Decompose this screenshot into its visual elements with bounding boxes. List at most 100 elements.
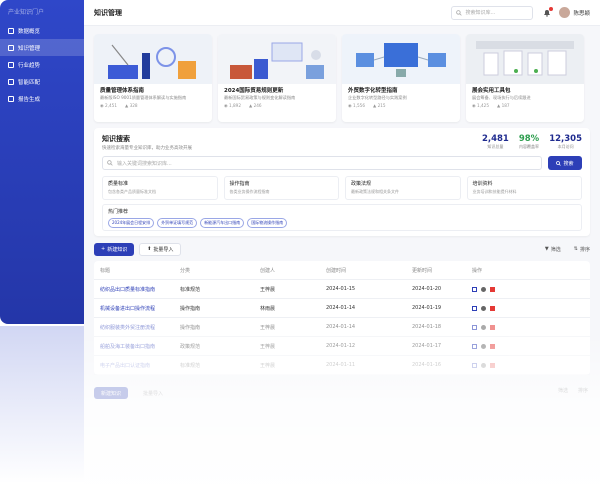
featured-card[interactable]: 展会实用工具包 展会筹备、现场执行与后续跟进 ◉ 1,425 ▲ 187 <box>466 34 584 122</box>
delete-icon[interactable] <box>490 305 495 311</box>
card-title: 外贸数字化转型指南 <box>348 88 398 94</box>
search-icon <box>107 160 113 166</box>
featured-card[interactable]: 2024国际贸易规则更新 最新国际贸易政策与规则变化解读指南 ◉ 1,892 ▲… <box>218 34 336 122</box>
table-row: 纺织服装类外贸注册流程 操作指南 王梓晨 2024-01-14 2024-01-… <box>94 318 590 337</box>
reflected-toolbar: 新建知识 批量导入 <box>94 387 170 399</box>
share-icon[interactable] <box>481 362 486 368</box>
category-quality[interactable]: 质量标准 包含各类产品质量标准文档 <box>102 176 218 200</box>
card-desc: 展会筹备、现场执行与后续跟进 <box>472 95 531 100</box>
search-placeholder: 输入关键词搜索知识库... <box>117 160 172 167</box>
edit-icon[interactable] <box>472 324 477 330</box>
sidebar-item-label: 智能匹配 <box>18 79 41 86</box>
sort-icon: ⇅ <box>573 246 578 252</box>
delete-icon[interactable] <box>490 286 495 292</box>
share-icon[interactable] <box>481 286 486 292</box>
card-stats: ◉ 1,556 ▲ 215 <box>342 102 460 109</box>
sidebar: 产业知识门户 数据概览 知识管理 行业趋势 智能匹配 报告生成 <box>0 0 84 324</box>
card-title: 质量管理体系指南 <box>100 88 145 94</box>
edit-icon[interactable] <box>472 305 477 311</box>
views-icon: ◉ 1,892 <box>224 103 241 108</box>
edit-icon[interactable] <box>472 343 477 349</box>
card-image-expo <box>466 34 584 84</box>
hot-tag[interactable]: 新能源汽车出口指南 <box>200 218 245 228</box>
edit-icon[interactable] <box>472 286 477 292</box>
reflected-new-button: 新建知识 <box>94 387 129 399</box>
match-icon <box>8 78 14 85</box>
metric-visits: 12,305 本月访问 <box>549 134 582 149</box>
card-stats: ◉ 2,451 ▲ 328 <box>94 102 212 109</box>
search-panel: 知识搜索 快速检索海量专业知识库，助力业务高效开展 2,481 知识总量 98%… <box>94 128 590 236</box>
table-row: 纺织品出口质量标准指南 标准规范 王梓晨 2024-01-15 2024-01-… <box>94 280 590 299</box>
row-title-link[interactable]: 电子产品出口认证指南 <box>100 362 151 369</box>
like-icon: ▲ 328 <box>125 103 138 108</box>
search-input[interactable]: 搜索知识库... <box>451 5 534 20</box>
table-row: 机械设备进出口操作流程 操作指南 林雨晨 2024-01-14 2024-01-… <box>94 299 590 318</box>
card-title: 2024国际贸易规则更新 <box>224 88 284 94</box>
edit-icon[interactable] <box>472 362 477 368</box>
hot-tag[interactable]: 2024年展会日程安排 <box>108 218 155 228</box>
delete-icon[interactable] <box>490 324 495 330</box>
category-training[interactable]: 培训资料 业务培训和技能提升材料 <box>466 176 582 200</box>
table-header: 标题 分类 创建人 创建时间 更新时间 操作 <box>94 261 590 280</box>
featured-card[interactable]: 外贸数字化转型指南 企业数字化转型路径与实践案例 ◉ 1,556 ▲ 215 <box>342 34 460 122</box>
panel-subtitle: 快速检索海量专业知识库，助力业务高效开展 <box>102 146 192 151</box>
document-icon <box>8 44 14 51</box>
hot-tag[interactable]: 国际物流操作指南 <box>247 218 288 228</box>
sidebar-item-match[interactable]: 智能匹配 <box>0 73 84 90</box>
hot-title: 热门推荐 <box>108 209 129 215</box>
sidebar-item-label: 知识管理 <box>18 45 41 52</box>
bell-icon[interactable] <box>543 7 554 17</box>
avatar[interactable] <box>559 7 571 18</box>
card-image-trade <box>218 34 336 84</box>
trend-icon <box>8 61 14 68</box>
card-stats: ◉ 1,425 ▲ 187 <box>466 102 584 109</box>
featured-cards: 质量管理体系指南 最新版ISO 9001质量管理体系解读与实施指南 ◉ 2,45… <box>84 26 600 122</box>
username[interactable]: 陈思颖 <box>573 10 590 17</box>
category-policy[interactable]: 政策法规 最新政策法规和相关条文件 <box>345 176 461 200</box>
page-title: 知识管理 <box>94 8 122 17</box>
sidebar-item-knowledge[interactable]: 知识管理 <box>0 39 84 56</box>
delete-icon[interactable] <box>490 343 495 349</box>
search-button[interactable]: 搜索 <box>548 156 582 170</box>
category-list: 质量标准 包含各类产品质量标准文档 操作指南 各类业务操作流程指南 政策法规 最… <box>102 176 582 200</box>
sidebar-reflection <box>0 326 84 484</box>
row-title-link[interactable]: 机械设备进出口操作流程 <box>100 305 156 312</box>
dashboard-icon <box>8 27 14 34</box>
row-title-link[interactable]: 纺织服装类外贸注册流程 <box>100 324 156 331</box>
table-row: 电子产品出口认证指南 标准规范 王梓晨 2024-01-11 2024-01-1… <box>94 356 590 375</box>
category-guide[interactable]: 操作指南 各类业务操作流程指南 <box>223 176 339 200</box>
filter-icon: ▼ <box>544 246 549 252</box>
metric-total: 2,481 知识总量 <box>481 134 509 149</box>
sort-button[interactable]: ⇅ 排序 <box>573 246 590 253</box>
knowledge-table: 标题 分类 创建人 创建时间 更新时间 操作 纺织品出口质量标准指南 标准规范 … <box>94 261 590 375</box>
batch-import-button[interactable]: ⬆ 批量导入 <box>139 242 182 256</box>
share-icon[interactable] <box>481 324 486 330</box>
sidebar-item-trends[interactable]: 行业趋势 <box>0 56 84 73</box>
reflected-filter: 筛选 <box>557 388 568 394</box>
card-stats: ◉ 1,892 ▲ 246 <box>218 102 336 109</box>
new-knowledge-button[interactable]: + 新建知识 <box>94 242 135 256</box>
row-title-link[interactable]: 船舶及海工装备出口指南 <box>100 343 156 350</box>
sidebar-item-label: 数据概览 <box>18 28 41 35</box>
card-image-digital <box>342 34 460 84</box>
featured-card[interactable]: 质量管理体系指南 最新版ISO 9001质量管理体系解读与实施指南 ◉ 2,45… <box>94 34 212 122</box>
sidebar-item-label: 报告生成 <box>18 96 41 103</box>
delete-icon[interactable] <box>490 362 495 368</box>
metrics: 2,481 知识总量 98% 内容覆盖率 12,305 本月访问 <box>482 134 582 151</box>
sidebar-item-report[interactable]: 报告生成 <box>0 90 84 107</box>
sidebar-item-overview[interactable]: 数据概览 <box>0 22 84 39</box>
share-icon[interactable] <box>481 305 486 311</box>
views-icon: ◉ 1,556 <box>348 103 365 108</box>
search-icon <box>456 9 463 16</box>
hot-tag[interactable]: 外贸单证填写规范 <box>157 218 198 228</box>
search-icon <box>556 160 562 166</box>
views-icon: ◉ 1,425 <box>472 103 489 108</box>
filter-button[interactable]: ▼ 筛选 <box>544 246 561 253</box>
row-title-link[interactable]: 纺织品出口质量标准指南 <box>100 286 156 293</box>
knowledge-search-input[interactable]: 输入关键词搜索知识库... <box>102 156 542 170</box>
topbar: 知识管理 搜索知识库... 陈思颖 <box>84 0 600 26</box>
sidebar-item-label: 行业趋势 <box>18 62 41 69</box>
card-desc: 最新版ISO 9001质量管理体系解读与实施指南 <box>100 95 187 100</box>
share-icon[interactable] <box>481 343 486 349</box>
card-desc: 企业数字化转型路径与实践案例 <box>348 95 407 100</box>
